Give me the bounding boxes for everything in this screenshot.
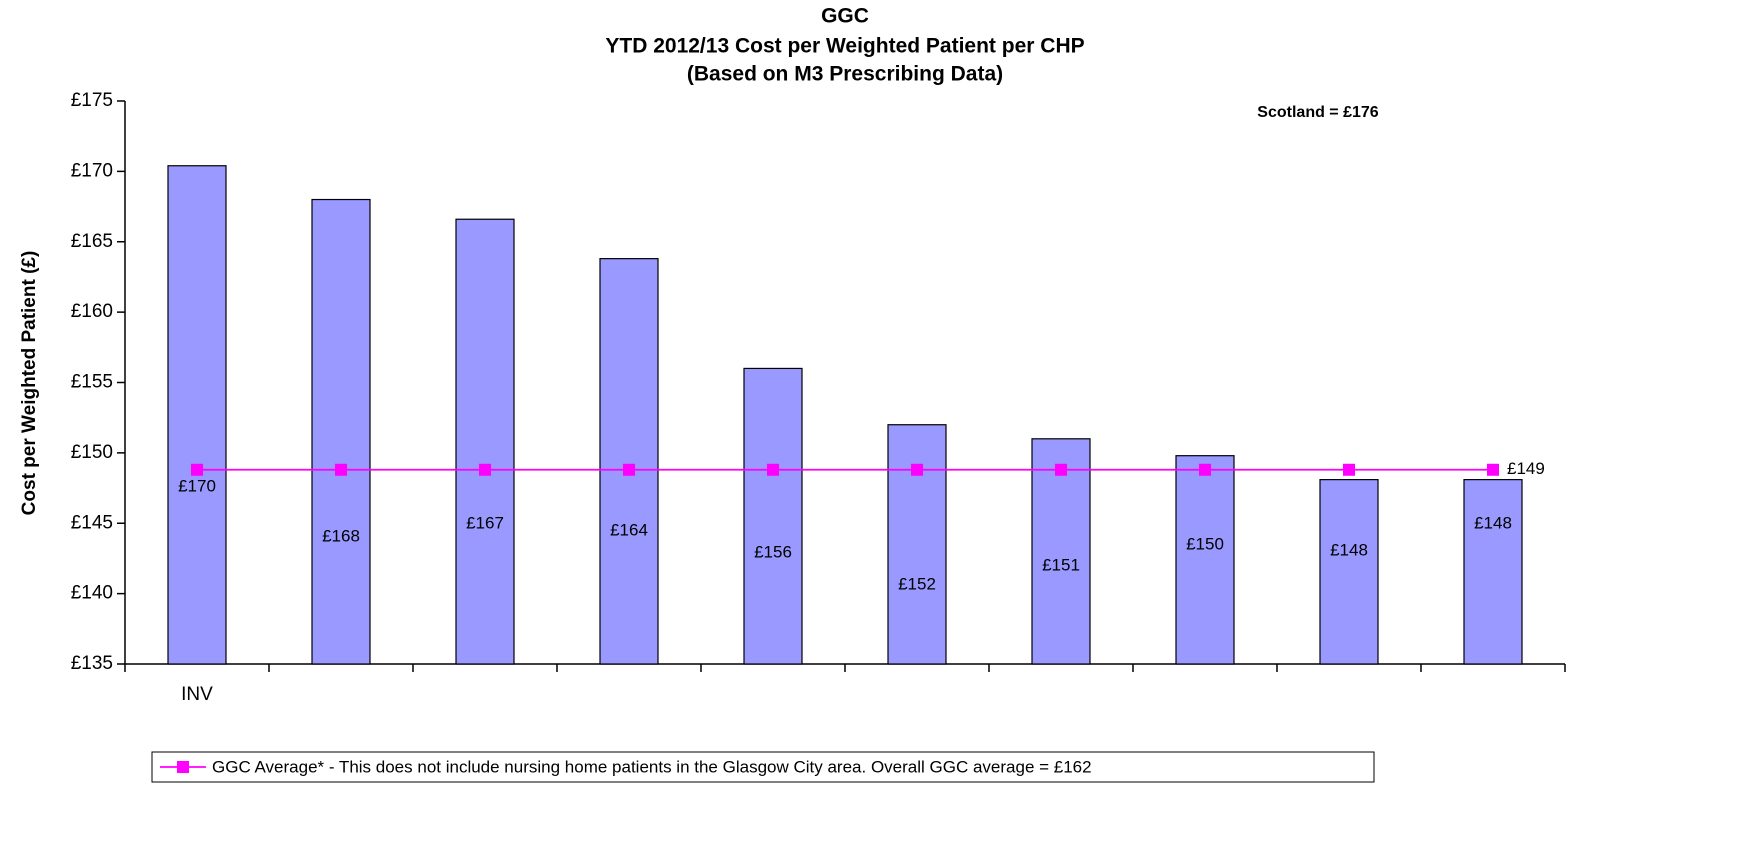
- legend-label: GGC Average* - This does not include nur…: [212, 757, 1092, 776]
- x-tick-label: INV: [181, 684, 213, 705]
- data-label: £148: [1474, 513, 1512, 532]
- line-marker: [1487, 463, 1499, 476]
- line-marker: [1343, 463, 1355, 476]
- bar: [1031, 438, 1091, 665]
- legend-marker: [177, 761, 189, 773]
- y-tick-label: £170: [71, 160, 113, 181]
- y-tick-label: £155: [71, 372, 113, 393]
- y-tick-label: £140: [71, 583, 113, 604]
- line-marker: [1055, 463, 1067, 476]
- bar: [311, 198, 371, 665]
- annotation: Scotland = £176: [1257, 104, 1378, 121]
- data-label: £164: [610, 520, 648, 539]
- line-marker: [623, 463, 635, 476]
- bar: [599, 258, 659, 665]
- line-marker: [911, 463, 923, 476]
- chart-title: (Based on M3 Prescribing Data): [687, 63, 1003, 86]
- bar: [455, 218, 515, 665]
- bar: [887, 424, 947, 665]
- data-label: £149: [1507, 459, 1545, 478]
- bar: [1319, 479, 1379, 665]
- line-marker: [1199, 463, 1211, 476]
- data-label: £152: [898, 574, 936, 593]
- data-label: £167: [466, 513, 504, 532]
- data-label: £168: [322, 526, 360, 545]
- y-tick-label: £160: [71, 301, 113, 322]
- data-label: £170: [178, 476, 216, 495]
- bar: [1463, 479, 1523, 665]
- line-marker: [191, 463, 203, 476]
- line-marker: [479, 463, 491, 476]
- bar: [743, 367, 803, 665]
- line-marker: [767, 463, 779, 476]
- legend-box: [151, 751, 1375, 783]
- bar: [1175, 455, 1235, 665]
- y-tick-label: £165: [71, 231, 113, 252]
- data-label: £151: [1042, 555, 1080, 574]
- y-tick-label: £145: [71, 512, 113, 533]
- data-label: £150: [1186, 534, 1224, 553]
- bar: [167, 165, 227, 665]
- data-label: £148: [1330, 540, 1368, 559]
- y-tick-label: £135: [71, 653, 113, 674]
- y-tick-label: £150: [71, 442, 113, 463]
- data-label: £156: [754, 542, 792, 561]
- line-marker: [335, 463, 347, 476]
- y-tick-label: £175: [71, 90, 113, 111]
- y-axis-label: Cost per Weighted Patient (£): [19, 251, 40, 516]
- chart-title: YTD 2012/13 Cost per Weighted Patient pe…: [605, 35, 1084, 58]
- chart-title: GGC: [821, 5, 869, 28]
